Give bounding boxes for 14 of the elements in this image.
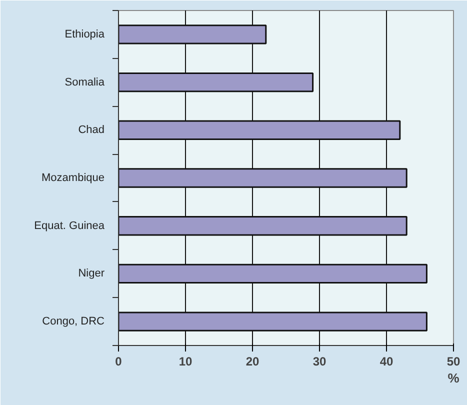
y-tick-label: Congo, DRC — [42, 316, 105, 328]
y-tick-label: Equat. Guinea — [34, 220, 106, 232]
y-tick-label: Niger — [78, 268, 105, 280]
x-axis-title: % — [448, 370, 460, 386]
y-tick-label: Somalia — [64, 76, 106, 88]
x-tick-label: 30 — [312, 354, 326, 368]
y-tick-label: Ethiopia — [64, 28, 106, 40]
x-tick-label: 50 — [446, 354, 460, 368]
x-tick-label: 10 — [178, 354, 192, 368]
x-tick-label: 20 — [246, 354, 260, 368]
y-tick-label: Mozambique — [42, 172, 105, 184]
y-tick-label: Chad — [78, 124, 104, 136]
x-tick-label: 40 — [380, 354, 394, 368]
x-tick-label: 0 — [115, 354, 122, 368]
